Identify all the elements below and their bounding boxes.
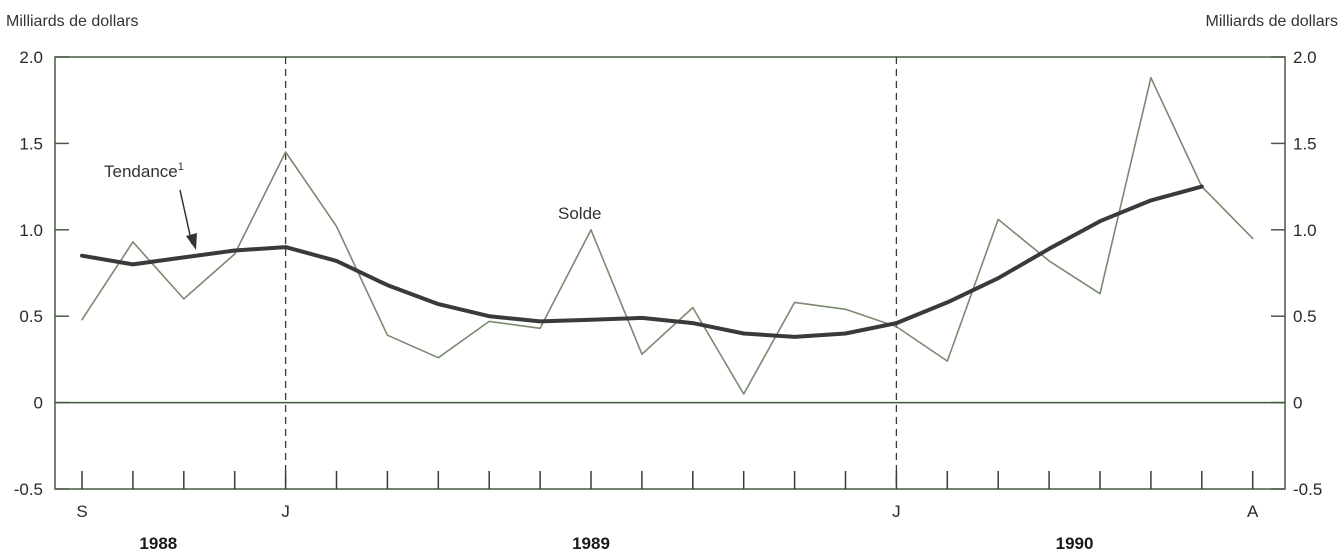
y-ticks: 2.0 2.0 1.5 1.5 1.0 1.0 0.5 0.5 0 0 -0.5 -0.5 (14, 48, 1323, 499)
y-tick-label-left: 1.5 (19, 134, 43, 153)
x-month-label: J (892, 502, 901, 521)
plot-frame (54, 56, 1286, 490)
x-labels: S J J A 1988 1989 1990 (76, 502, 1259, 553)
x-year-label: 1988 (139, 534, 177, 553)
y-tick-label-left: -0.5 (14, 480, 43, 499)
x-month-label: A (1247, 502, 1259, 521)
tendance-label: Tendance1 (104, 161, 184, 181)
y-tick-label-left: 0.5 (19, 307, 43, 326)
x-month-label: J (281, 502, 290, 521)
y-tick-label-right: 1.0 (1293, 221, 1317, 240)
y-tick-label-right: 2.0 (1293, 48, 1317, 67)
solde-label: Solde (558, 204, 601, 223)
y-tick-label-right: 0 (1293, 394, 1302, 413)
period-dividers (284, 57, 898, 489)
x-ticks (81, 471, 1254, 489)
y-tick-label-left: 1.0 (19, 221, 43, 240)
y-tick-label-right: -0.5 (1293, 480, 1322, 499)
y-axis-title-right: Milliards de dollars (1206, 13, 1339, 30)
series-line-solde (81, 76, 1254, 395)
series-group (80, 76, 1254, 395)
x-month-label: S (76, 502, 87, 521)
y-tick-label-left: 2.0 (19, 48, 43, 67)
y-axis-title-left: Milliards de dollars (6, 13, 139, 30)
tendance-annotation: Tendance1 (104, 161, 197, 250)
x-year-label: 1990 (1056, 534, 1094, 553)
y-tick-label-right: 0.5 (1293, 307, 1317, 326)
series-line-tendance (80, 184, 1204, 339)
x-year-label: 1989 (572, 534, 610, 553)
y-tick-label-right: 1.5 (1293, 134, 1317, 153)
tendance-arrowhead (186, 233, 197, 250)
y-tick-label-left: 0 (34, 394, 43, 413)
